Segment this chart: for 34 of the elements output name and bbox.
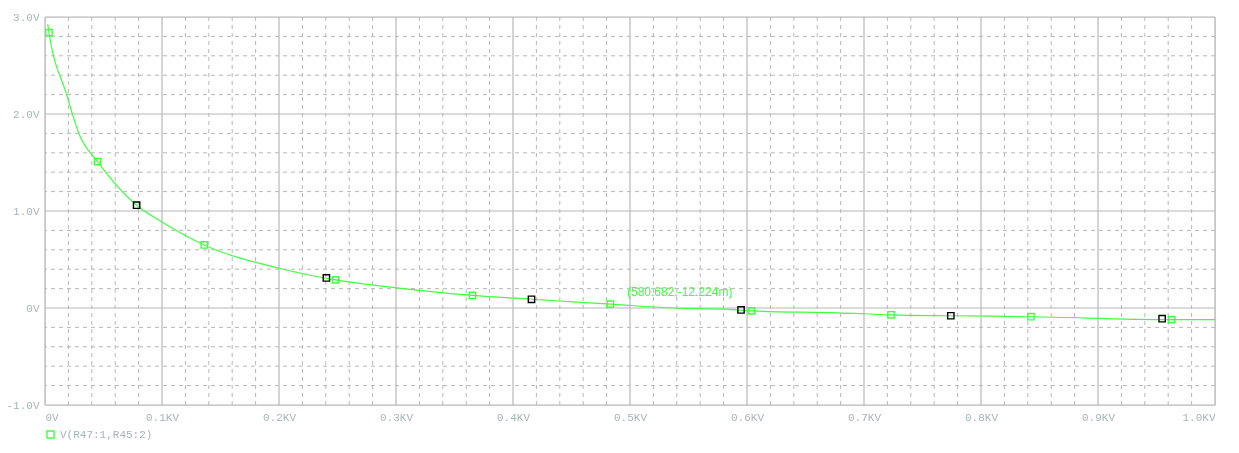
y-tick-label: -1.0V xyxy=(6,399,40,412)
point xyxy=(1167,315,1176,324)
x-tick-label: 0.8KV xyxy=(964,411,999,424)
point xyxy=(527,295,536,304)
x-tick-label: 0.2KV xyxy=(262,411,297,424)
x-tick-label: 0V xyxy=(45,411,60,424)
point xyxy=(946,311,955,320)
x-tick-label: 0.5KV xyxy=(613,411,648,424)
point xyxy=(468,291,477,300)
x-tick-label: 0.7KV xyxy=(847,411,882,424)
x-tick-label: 0.9KV xyxy=(1081,411,1116,424)
x-tick-label: 0.1KV xyxy=(145,411,180,424)
point xyxy=(606,300,615,308)
x-tick-label: 0.6KV xyxy=(730,411,765,424)
point xyxy=(200,241,209,249)
annotation: (580.682,-12.224m) xyxy=(626,285,733,300)
point xyxy=(45,28,53,37)
x-tick-label: 0.4KV xyxy=(496,411,531,424)
y-tick-label: 0V xyxy=(26,302,40,315)
y-tick-label: 2.0V xyxy=(13,108,40,121)
point xyxy=(1158,314,1166,323)
point xyxy=(93,157,102,166)
x-tick-label: 0.3KV xyxy=(379,411,414,424)
point xyxy=(132,201,141,210)
y-tick-label: 3.0V xyxy=(13,11,40,24)
point xyxy=(322,274,331,282)
legend-label: V(R47:1,R45:2) xyxy=(60,428,153,441)
point xyxy=(1026,312,1035,321)
y-tick-label: 1.0V xyxy=(13,205,40,218)
x-tick-label: 1.0KV xyxy=(1182,411,1216,424)
point xyxy=(737,306,745,314)
point xyxy=(887,310,895,319)
point xyxy=(331,276,340,284)
point xyxy=(747,307,756,315)
